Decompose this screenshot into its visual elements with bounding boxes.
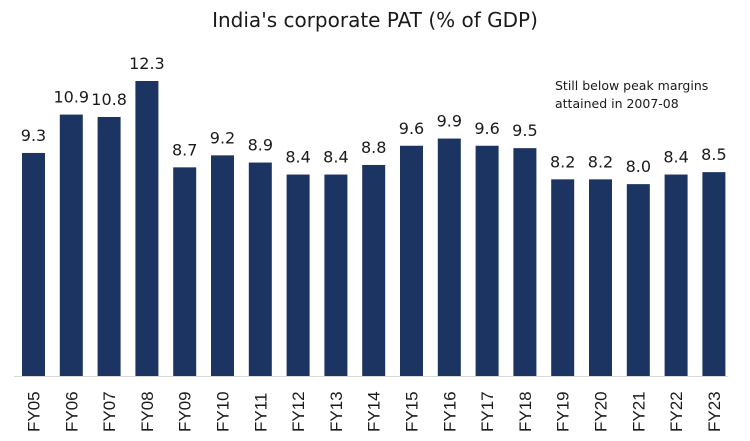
data-label-fy21: 8.0 (626, 157, 651, 176)
chart-title: India's corporate PAT (% of GDP) (212, 8, 538, 32)
bar-fy10 (211, 155, 234, 376)
annotation-line-2: attained in 2007-08 (555, 96, 679, 111)
x-tick-fy16: FY16 (440, 391, 459, 432)
data-label-fy16: 9.9 (437, 112, 462, 131)
x-tick-fy05: FY05 (25, 391, 44, 432)
data-label-fy18: 9.5 (512, 121, 537, 140)
x-tick-fy14: FY14 (365, 391, 384, 432)
bar-fy22 (664, 174, 688, 376)
data-label-fy13: 8.4 (323, 148, 348, 167)
x-tick-fy21: FY21 (629, 391, 648, 432)
bar-fy05 (22, 152, 45, 376)
x-tick-labels-group: FY05 FY06 FY07 FY08 FY09 FY10 FY11 FY12 FY13 FY14… (25, 391, 724, 432)
x-tick-fy11: FY11 (251, 393, 270, 432)
bar-fy16 (437, 138, 461, 376)
bar-fy11 (248, 162, 272, 376)
bar-fy20 (589, 179, 612, 376)
x-tick-fy18: FY18 (516, 391, 535, 432)
data-label-fy19: 8.2 (550, 152, 575, 171)
data-label-fy05: 9.3 (21, 126, 46, 145)
bar-fy15 (400, 145, 423, 376)
bar-fy07 (97, 116, 121, 376)
data-label-fy14: 8.8 (361, 138, 386, 157)
x-tick-fy08: FY08 (138, 391, 157, 432)
data-label-fy17: 9.6 (474, 119, 499, 138)
bar-fy08 (135, 81, 159, 376)
bar-fy12 (286, 174, 310, 376)
data-label-fy08: 12.3 (129, 54, 165, 73)
data-label-fy20: 8.2 (588, 152, 613, 171)
x-tick-fy17: FY17 (478, 391, 497, 432)
bar-fy06 (59, 114, 83, 376)
x-tick-fy09: FY09 (176, 391, 195, 432)
data-labels-group: 9.3 10.9 10.812.3 8.7 9.2 8.9 8.4 8.4 8.8 9.6 9.9 9… (21, 54, 727, 176)
x-tick-fy06: FY06 (62, 391, 81, 432)
data-label-fy10: 9.2 (210, 128, 235, 147)
data-label-fy23: 8.5 (701, 145, 726, 164)
data-label-fy15: 9.6 (399, 119, 424, 138)
data-label-fy06: 10.9 (53, 88, 89, 107)
bar-fy23 (702, 172, 726, 376)
bar-fy13 (324, 174, 348, 376)
x-tick-fy07: FY07 (100, 391, 119, 432)
bar-fy14 (362, 164, 386, 376)
data-label-fy09: 8.7 (172, 140, 197, 159)
annotation-line-1: Still below peak margins (555, 78, 708, 93)
data-label-fy12: 8.4 (285, 148, 310, 167)
x-tick-fy23: FY23 (705, 391, 724, 432)
x-tick-fy15: FY15 (403, 391, 422, 432)
x-tick-fy12: FY12 (289, 391, 308, 432)
data-label-fy11: 8.9 (248, 136, 273, 155)
x-tick-fy22: FY22 (667, 391, 686, 432)
bar-fy21 (626, 184, 650, 376)
bar-fy09 (173, 167, 197, 376)
bar-fy19 (551, 179, 575, 376)
x-tick-fy13: FY13 (327, 391, 346, 432)
bar-fy17 (475, 145, 499, 376)
data-label-fy22: 8.4 (663, 148, 688, 167)
bars-group (22, 81, 726, 376)
x-tick-fy10: FY10 (214, 391, 233, 432)
bar-fy18 (513, 148, 537, 376)
data-label-fy07: 10.8 (91, 90, 127, 109)
x-tick-fy19: FY19 (554, 391, 573, 432)
x-tick-fy20: FY20 (592, 391, 611, 432)
